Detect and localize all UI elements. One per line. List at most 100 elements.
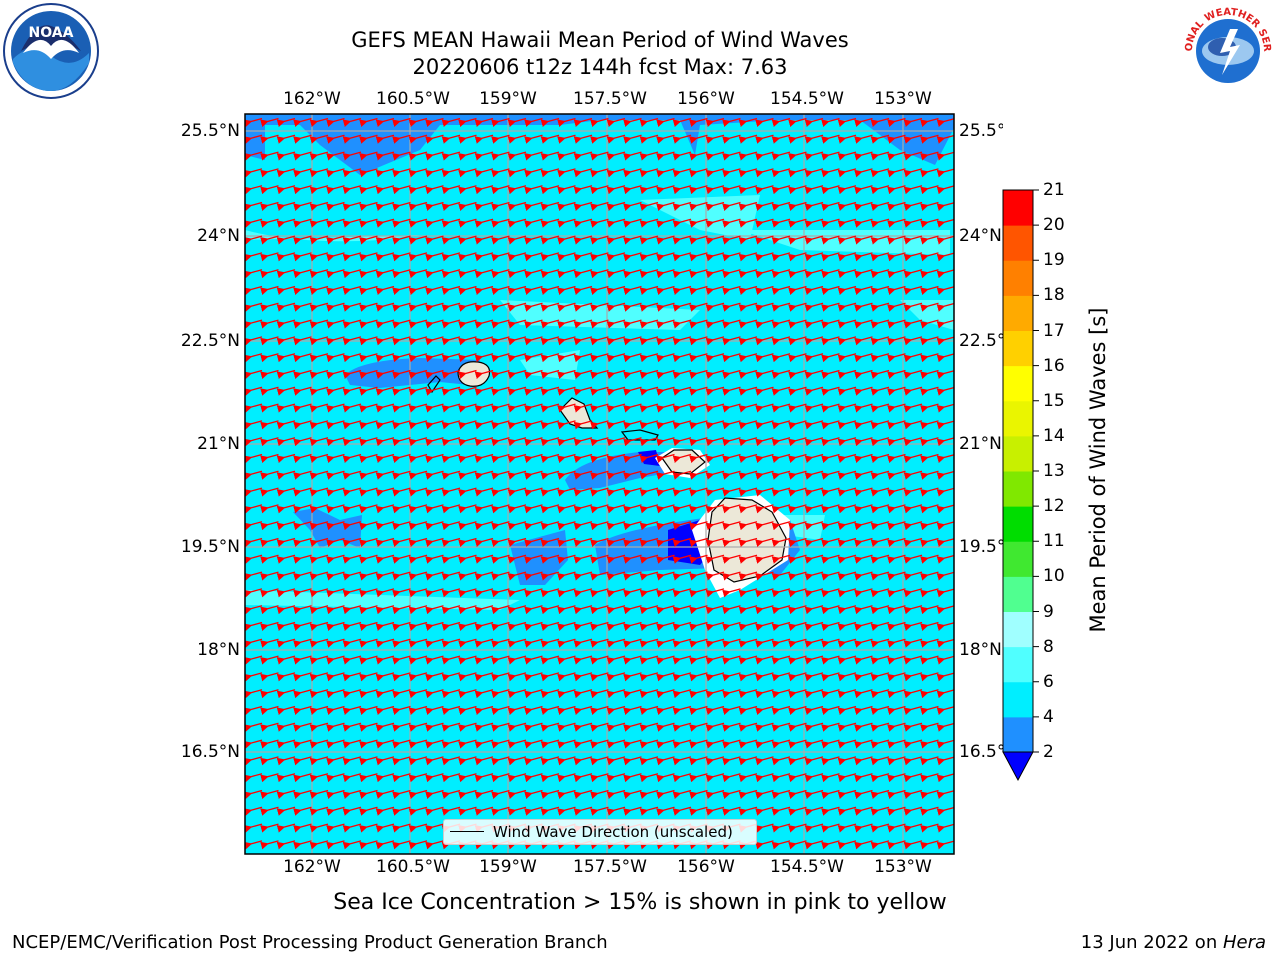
wind-wave-arrow <box>804 117 824 127</box>
wind-wave-arrow <box>837 235 857 245</box>
wind-wave-arrow <box>309 185 329 195</box>
wind-wave-arrow <box>854 185 873 195</box>
wind-wave-arrow <box>293 353 312 363</box>
wind-wave-arrow <box>887 185 906 195</box>
wind-wave-arrow <box>359 302 378 312</box>
wind-wave-arrow <box>689 302 708 312</box>
wind-wave-arrow <box>854 353 873 363</box>
wind-wave-arrow <box>245 336 263 346</box>
wind-wave-arrow <box>887 235 906 245</box>
colorbar-segment <box>1003 295 1033 331</box>
wind-wave-arrow <box>507 269 527 279</box>
wind-wave-arrow <box>821 235 840 245</box>
wind-wave-arrow <box>260 134 279 144</box>
wind-wave-arrow <box>557 151 576 161</box>
wind-wave-arrow <box>540 336 560 346</box>
wind-wave-arrow <box>245 319 263 329</box>
wind-wave-arrow <box>342 302 362 312</box>
wind-wave-arrow <box>920 201 939 211</box>
wind-wave-arrow <box>557 269 576 279</box>
wind-wave-arrow <box>524 353 543 363</box>
wind-wave-arrow <box>639 235 659 245</box>
wind-wave-arrow <box>359 269 378 279</box>
wind-wave-arrow <box>458 285 477 295</box>
wind-wave-arrow <box>639 252 659 262</box>
wind-wave-arrow <box>590 235 609 245</box>
wind-wave-arrow <box>738 235 758 245</box>
wind-wave-arrow <box>755 168 774 178</box>
wind-wave-arrow <box>326 319 345 329</box>
wind-wave-arrow <box>887 134 906 144</box>
wind-wave-arrow <box>656 319 675 329</box>
wind-wave-arrow <box>491 151 510 161</box>
wind-wave-arrow <box>887 201 906 211</box>
colorbar-segment <box>1003 506 1033 542</box>
wind-wave-arrow <box>524 269 543 279</box>
wind-wave-arrow <box>656 336 675 346</box>
wind-wave-arrow <box>540 285 560 295</box>
wind-wave-arrow <box>722 269 741 279</box>
wind-wave-arrow <box>375 269 395 279</box>
wind-wave-arrow <box>755 185 774 195</box>
wind-wave-arrow <box>408 134 428 144</box>
wind-wave-arrow <box>738 285 758 295</box>
colorbar-segment <box>1003 716 1033 753</box>
wind-wave-arrow <box>573 319 593 329</box>
wind-wave-arrow <box>755 218 774 228</box>
wind-wave-arrow <box>903 117 923 127</box>
colorbar-tick-label: 4 <box>1043 706 1054 727</box>
wind-wave-arrow <box>804 134 824 144</box>
wind-wave-arrow <box>309 269 329 279</box>
wind-wave-arrow <box>606 168 626 178</box>
wind-wave-arrow <box>788 269 807 279</box>
wind-wave-arrow <box>606 218 626 228</box>
wind-wave-arrow <box>245 201 263 211</box>
wind-wave-arrow <box>738 252 758 262</box>
wind-wave-arrow <box>260 369 279 379</box>
wind-wave-arrow <box>441 336 461 346</box>
wind-wave-arrow <box>755 151 774 161</box>
wind-wave-arrow <box>491 168 510 178</box>
wind-wave-arrow <box>540 218 560 228</box>
wind-wave-arrow <box>722 235 741 245</box>
wind-wave-arrow <box>606 269 626 279</box>
wind-wave-arrow <box>738 269 758 279</box>
wind-wave-arrow <box>672 185 692 195</box>
wind-wave-arrow <box>804 168 824 178</box>
wind-wave-arrow <box>540 151 560 161</box>
wind-wave-arrow <box>854 151 873 161</box>
wind-wave-arrow <box>309 235 329 245</box>
wind-wave-arrow <box>821 252 840 262</box>
wind-wave-arrow <box>309 117 329 127</box>
wind-wave-arrow <box>936 319 954 329</box>
wind-wave-arrow <box>573 218 593 228</box>
wind-wave-arrow <box>557 302 576 312</box>
wind-wave-arrow <box>771 269 791 279</box>
wind-wave-arrow <box>705 201 725 211</box>
wind-wave-arrow <box>936 252 954 262</box>
colorbar-segment <box>1003 260 1033 296</box>
wind-wave-arrow <box>441 302 461 312</box>
wind-wave-arrow <box>788 302 807 312</box>
wind-wave-arrow <box>804 151 824 161</box>
wind-wave-arrow <box>342 252 362 262</box>
wind-wave-arrow <box>639 134 659 144</box>
wind-wave-arrow <box>573 151 593 161</box>
wind-wave-arrow <box>771 235 791 245</box>
wind-wave-arrow <box>590 185 609 195</box>
wind-wave-arrow <box>837 269 857 279</box>
wind-wave-arrow <box>342 151 362 161</box>
longitude-label: 154.5°W <box>770 89 844 109</box>
wind-wave-arrow <box>375 336 395 346</box>
wind-wave-arrow <box>375 369 395 379</box>
wind-wave-arrow <box>245 302 263 312</box>
wind-wave-arrow <box>507 235 527 245</box>
wind-wave-arrow <box>639 269 659 279</box>
wind-wave-arrow <box>870 235 890 245</box>
wind-wave-arrow <box>524 151 543 161</box>
wind-wave-arrow <box>458 151 477 161</box>
wind-wave-arrow <box>771 168 791 178</box>
wind-wave-arrow <box>705 319 725 329</box>
wind-wave-arrow <box>441 285 461 295</box>
wind-wave-arrow <box>722 302 741 312</box>
